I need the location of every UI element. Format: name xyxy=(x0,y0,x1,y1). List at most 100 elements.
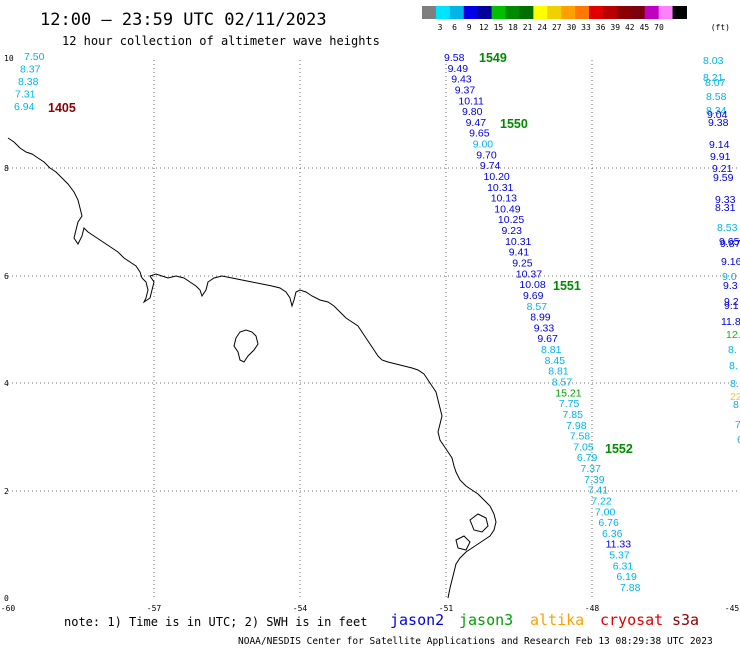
color-scale-label: 15 xyxy=(494,23,504,32)
swh-value: 8.57 xyxy=(552,377,573,389)
x-axis-labels: -60 -57 -54 -51 -48 -45 xyxy=(1,604,740,613)
swh-value: 9.14 xyxy=(709,139,730,151)
swh-value: 7.50 xyxy=(24,51,45,63)
swh-value: 7.58 xyxy=(570,431,591,443)
swh-value: 10.31 xyxy=(487,182,513,194)
swh-value: 15.21 xyxy=(555,387,581,399)
color-scale-label: 39 xyxy=(610,23,620,32)
color-swatch xyxy=(561,6,576,19)
swh-value: 9.43 xyxy=(451,74,472,86)
swh-value: 9.69 xyxy=(523,290,544,302)
swh-value: 8.03 xyxy=(703,55,724,67)
swh-value: 9.1 xyxy=(724,300,739,312)
swh-value: 6 xyxy=(737,434,740,446)
swh-value: 10.25 xyxy=(498,214,524,226)
swh-value: 8.53 xyxy=(717,222,738,234)
pass-label-1405: 1405 xyxy=(48,101,76,115)
swh-value: 10.13 xyxy=(491,193,517,205)
map-subtitle: 12 hour collection of altimeter wave hei… xyxy=(62,34,380,48)
swh-value: 6.94 xyxy=(14,101,35,113)
swh-value: 7.39 xyxy=(584,474,605,486)
color-swatch xyxy=(672,6,687,19)
swh-value: 10.31 xyxy=(505,236,531,248)
color-swatch xyxy=(463,6,479,19)
color-swatch xyxy=(644,6,660,19)
y-tick: 6 xyxy=(4,272,9,281)
swh-value: 9.59 xyxy=(713,172,734,184)
swh-value: 9.70 xyxy=(476,149,497,161)
color-swatch xyxy=(477,6,493,19)
color-scale-label: 6 xyxy=(452,23,457,32)
swh-value: 10.49 xyxy=(494,203,520,215)
map-frame xyxy=(8,60,738,598)
swh-value: 9.47 xyxy=(466,117,487,129)
swh-value: 8.21 xyxy=(703,72,724,84)
color-scale-label: 24 xyxy=(537,23,547,32)
color-scale-label: 45 xyxy=(640,23,650,32)
swh-value: 7.88 xyxy=(620,582,641,594)
y-tick: 8 xyxy=(4,164,9,173)
map-title: 12:00 – 23:59 UTC 02/11/2023 xyxy=(40,10,327,30)
lat-lon-grid xyxy=(8,60,738,598)
swh-value: 8.31 xyxy=(715,202,736,214)
color-swatch xyxy=(533,6,548,19)
color-swatch xyxy=(519,6,534,19)
color-scale-label: 18 xyxy=(508,23,518,32)
swh-value: 6.79 xyxy=(577,452,598,464)
color-swatch xyxy=(630,6,646,19)
color-scale-label: 33 xyxy=(581,23,591,32)
swh-value: 9.2 xyxy=(724,296,739,308)
swh-value: 6.36 xyxy=(602,528,623,540)
amazon-delta-outline xyxy=(455,513,489,551)
swh-value: 6.76 xyxy=(598,517,619,529)
swh-value: 9.41 xyxy=(509,247,530,259)
pass-label-1551: 1551 xyxy=(553,279,581,293)
swh-value: 9.49 xyxy=(448,63,469,75)
swh-value: 8.45 xyxy=(545,355,566,367)
swh-value: 8. xyxy=(730,378,739,390)
swh-value: 9.00 xyxy=(473,139,494,151)
track-main-values: 9.589.499.439.3710.119.809.479.659.009.7… xyxy=(444,52,641,594)
swh-value: 9.0 xyxy=(722,271,737,283)
color-swatch xyxy=(616,6,632,19)
color-scale-label: 27 xyxy=(552,23,562,32)
swh-value: 9.65 xyxy=(469,128,490,140)
color-scale-label: 21 xyxy=(523,23,533,32)
swh-value: 9.58 xyxy=(444,52,465,64)
y-tick: 10 xyxy=(4,54,14,63)
color-scale-bar xyxy=(422,6,687,19)
swh-value: 8.81 xyxy=(541,344,562,356)
swh-value: 8.34 xyxy=(706,105,727,117)
color-swatch xyxy=(449,6,465,19)
color-swatch xyxy=(422,6,437,19)
swh-value: 7.31 xyxy=(15,89,36,101)
legend-jason3: jason3 xyxy=(459,611,513,629)
swh-value: 6.19 xyxy=(616,571,637,583)
color-scale-label: 9 xyxy=(467,23,472,32)
color-scale-unit: (ft) xyxy=(711,23,730,32)
swh-value: 9.04 xyxy=(707,109,728,121)
credit-line: NOAA/NESDIS Center for Satellite Applica… xyxy=(238,636,713,647)
swh-value: 9.16 xyxy=(721,256,740,268)
swh-value: 10.37 xyxy=(516,268,542,280)
swh-value: 9.25 xyxy=(512,258,533,270)
swh-value: 9.33 xyxy=(534,322,555,334)
y-tick: 4 xyxy=(4,379,9,388)
swh-value: 8. xyxy=(728,344,737,356)
y-tick: 0 xyxy=(4,594,9,603)
footer-note: note: 1) Time is in UTC; 2) SWH is in fe… xyxy=(64,615,367,629)
swh-value: 9.21 xyxy=(712,163,733,175)
pass-label-1552: 1552 xyxy=(605,442,633,456)
color-swatch xyxy=(575,6,590,19)
swh-value: 9.67 xyxy=(537,333,558,345)
pass-label-1549: 1549 xyxy=(479,51,507,65)
track-right-values: 8.038.218.078.588.349.049.389.149.919.21… xyxy=(703,55,740,446)
swh-value: 7 xyxy=(735,419,740,431)
legend-s3a: s3a xyxy=(672,611,699,629)
x-tick: -51 xyxy=(439,604,454,613)
swh-value: 10.20 xyxy=(484,171,510,183)
y-axis-labels: 0 2 4 6 8 10 xyxy=(4,54,14,603)
color-swatch xyxy=(505,6,520,19)
color-swatch xyxy=(435,6,451,19)
